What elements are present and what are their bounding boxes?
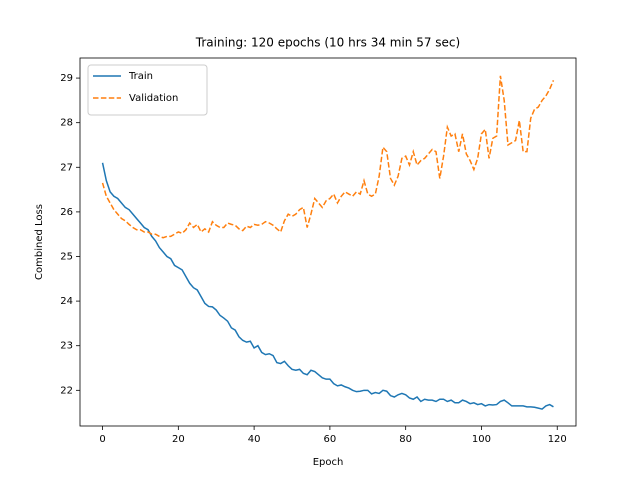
- y-tick-label: 29: [60, 73, 73, 84]
- x-tick-label: 120: [548, 434, 567, 445]
- x-tick-label: 80: [399, 434, 412, 445]
- legend-label: Train: [128, 71, 153, 82]
- series-line: [101, 75, 555, 239]
- plot-frame: [79, 57, 577, 427]
- y-axis-label: Combined Loss: [34, 204, 45, 280]
- x-tick-label: 60: [324, 434, 337, 445]
- y-tick-label: 27: [60, 162, 73, 173]
- y-tick-label: 26: [60, 207, 73, 218]
- y-tick-label: 23: [60, 341, 73, 352]
- legend-box: [87, 64, 208, 116]
- y-tick-label: 28: [60, 118, 73, 129]
- x-tick-label: 20: [172, 434, 185, 445]
- legend-label: Validation: [129, 93, 178, 104]
- x-axis-label: Epoch: [313, 457, 344, 468]
- y-tick-label: 25: [60, 251, 73, 262]
- y-tick-label: 24: [60, 296, 73, 307]
- y-tick-label: 22: [60, 385, 73, 396]
- series-line: [101, 162, 554, 410]
- chart-title: Training: 120 epochs (10 hrs 34 min 57 s…: [195, 36, 460, 50]
- x-tick-label: 40: [248, 434, 261, 445]
- x-tick-label: 100: [472, 434, 491, 445]
- x-tick-label: 0: [99, 434, 105, 445]
